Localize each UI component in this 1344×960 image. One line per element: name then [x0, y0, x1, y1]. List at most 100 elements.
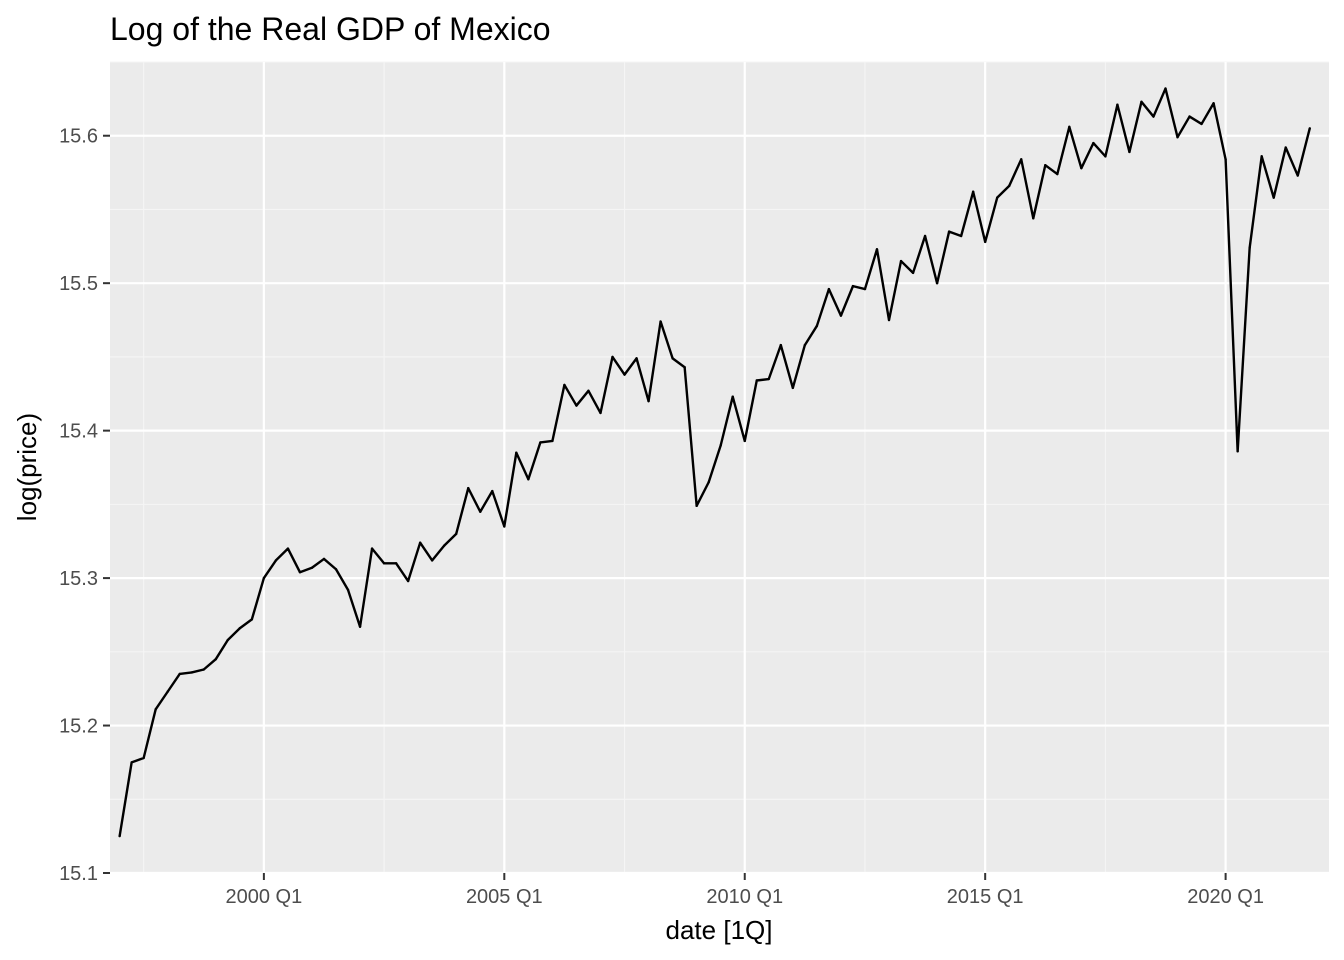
data-point: [1176, 136, 1179, 139]
data-point: [515, 451, 518, 454]
plot-panel: [110, 62, 1329, 873]
data-point: [947, 230, 951, 233]
data-point: [1236, 450, 1239, 453]
data-point: [911, 271, 915, 275]
data-point: [1260, 155, 1263, 158]
series-layer: [118, 87, 1311, 838]
y-tick-label: 15.5: [59, 273, 98, 295]
data-point: [611, 355, 614, 359]
data-point: [563, 383, 566, 387]
data-point: [1248, 246, 1251, 249]
data-point: [1272, 196, 1275, 199]
data-point: [1032, 217, 1035, 220]
data-point: [923, 234, 927, 238]
data-point: [935, 281, 939, 285]
x-axis: 2000 Q1 2005 Q1 2010 Q1 2015 Q1 2020 Q1: [226, 873, 1264, 908]
data-point: [190, 671, 193, 674]
x-tick-label: 2015 Q1: [947, 886, 1024, 908]
data-point: [719, 444, 722, 447]
data-point: [479, 510, 482, 513]
x-axis-title: date [1Q]: [666, 915, 773, 945]
x-tick-label: 2010 Q1: [706, 886, 783, 908]
data-point: [587, 389, 590, 393]
data-point: [1164, 87, 1167, 90]
data-point: [791, 386, 795, 390]
data-point: [346, 588, 350, 592]
data-point: [238, 627, 242, 630]
data-point: [214, 657, 217, 661]
data-point: [743, 439, 746, 443]
data-point: [1152, 115, 1155, 118]
data-point: [443, 544, 446, 547]
minor-gridlines: [110, 61, 1329, 873]
data-point: [875, 248, 879, 251]
data-point: [1200, 122, 1203, 126]
data-point: [130, 761, 133, 764]
data-point: [226, 638, 230, 642]
data-point: [695, 504, 698, 508]
data-point: [899, 259, 903, 263]
data-point: [1296, 174, 1299, 177]
data-point: [983, 240, 987, 244]
data-point: [551, 439, 554, 443]
y-tick-label: 15.6: [59, 126, 98, 148]
data-point: [118, 834, 121, 838]
data-point: [647, 399, 650, 403]
data-point: [863, 287, 867, 291]
data-point: [202, 668, 205, 671]
data-point: [1116, 103, 1119, 106]
data-point: [803, 343, 807, 347]
data-point: [455, 532, 458, 536]
data-point: [298, 570, 302, 574]
data-point: [1080, 166, 1083, 170]
data-point: [310, 566, 314, 569]
data-point: [178, 672, 181, 676]
data-point: [250, 618, 254, 621]
y-tick-label: 15.2: [59, 716, 98, 738]
data-point: [996, 196, 999, 199]
data-point: [959, 234, 963, 238]
data-point: [779, 343, 783, 347]
data-point: [1224, 158, 1227, 161]
data-point: [1308, 127, 1311, 130]
data-point: [539, 441, 542, 444]
data-point: [1008, 184, 1011, 188]
data-point: [635, 357, 638, 360]
data-point: [1104, 155, 1107, 158]
y-tick-label: 15.1: [59, 863, 98, 885]
data-point: [887, 318, 891, 322]
data-point: [370, 547, 374, 550]
data-point: [623, 373, 626, 376]
data-point: [1020, 158, 1023, 161]
data-point: [1056, 172, 1059, 176]
data-point: [1128, 150, 1131, 154]
data-point: [322, 557, 326, 561]
data-point: [683, 366, 686, 369]
data-point: [659, 320, 662, 323]
series-line: [118, 87, 1311, 837]
data-point: [575, 404, 578, 407]
data-point: [671, 357, 674, 360]
data-point: [491, 489, 494, 493]
data-point: [851, 284, 855, 288]
data-point: [274, 559, 278, 562]
data-point: [382, 562, 386, 565]
data-point: [262, 576, 266, 580]
data-point: [334, 568, 338, 571]
data-point: [839, 314, 843, 317]
y-axis-title: log(price): [12, 413, 42, 521]
y-tick-label: 15.4: [59, 421, 98, 443]
y-axis: 15.1 15.2 15.3 15.4 15.5 15.6: [59, 126, 110, 885]
data-point: [827, 287, 831, 291]
data-point: [418, 541, 422, 544]
data-point: [815, 324, 819, 328]
data-point: [394, 562, 398, 565]
data-point: [503, 525, 506, 528]
x-tick-label: 2005 Q1: [466, 886, 543, 908]
data-point: [755, 379, 758, 382]
data-point: [166, 690, 169, 693]
data-point: [154, 708, 157, 711]
data-point: [1140, 100, 1143, 104]
data-point: [1068, 125, 1071, 129]
